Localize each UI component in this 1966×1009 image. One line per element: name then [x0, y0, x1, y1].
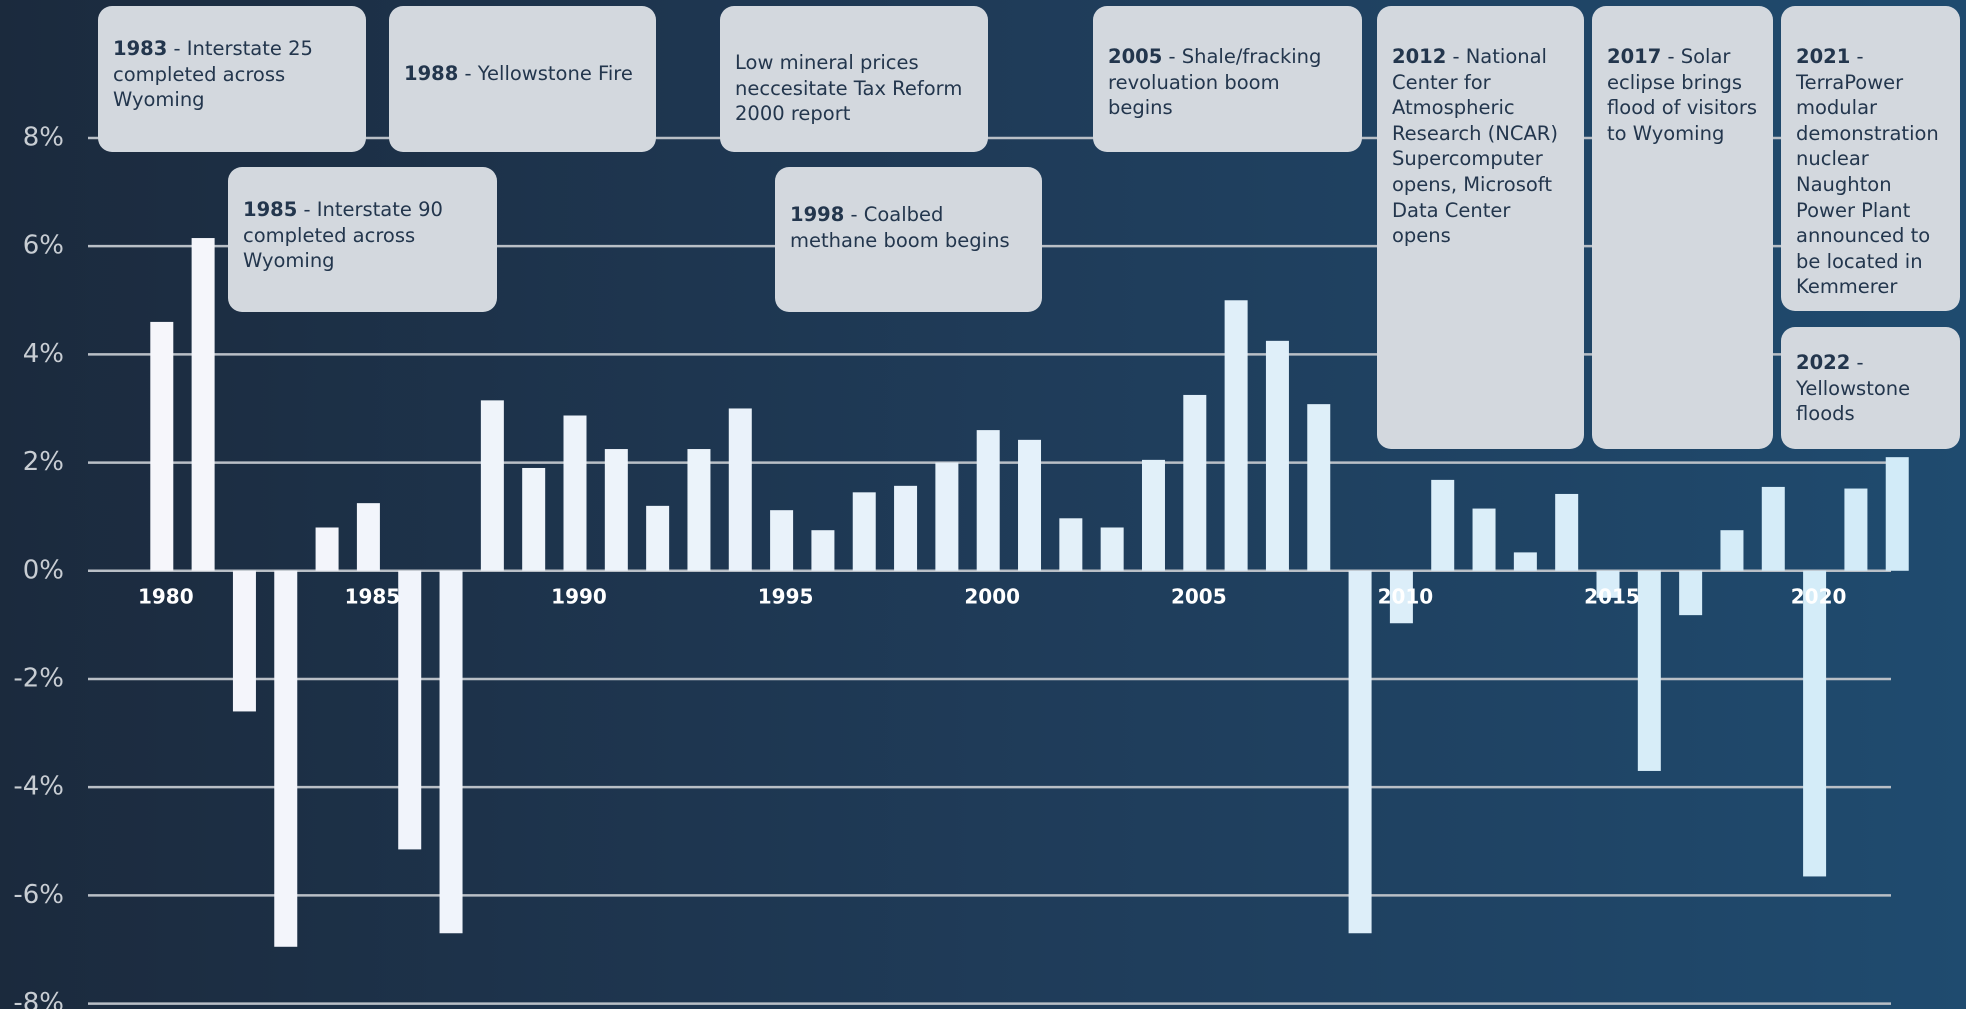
annotation-box: 2005 - Shale/fracking revoluation boom b… — [1093, 6, 1362, 152]
bar — [1141, 459, 1165, 571]
x-tick-label: 1995 — [758, 585, 814, 609]
bar — [150, 321, 174, 571]
bar — [1100, 527, 1124, 571]
y-tick-label: 4% — [23, 339, 64, 369]
bar — [1431, 479, 1455, 571]
annotation-text: - Interstate 25 completed across Wyoming — [113, 37, 313, 112]
annotation-text: Low mineral prices neccesitate Tax Refor… — [735, 51, 963, 126]
bar — [1803, 570, 1827, 877]
y-tick-label: 2% — [23, 447, 64, 477]
annotation-box: 2021 - TerraPower modular demonstration … — [1781, 6, 1960, 311]
x-tick-label: 2005 — [1171, 585, 1227, 609]
bar — [439, 570, 463, 934]
bar — [1513, 552, 1537, 571]
bar — [687, 449, 711, 571]
annotation-year: 2012 — [1392, 45, 1447, 68]
bar — [563, 415, 587, 571]
annotation-year: 2005 — [1108, 45, 1163, 68]
annotation-text: - Yellowstone Fire — [464, 62, 633, 85]
annotation-year: 1998 — [790, 203, 845, 226]
y-tick-label: -8% — [13, 988, 64, 1009]
bar — [1389, 570, 1413, 624]
x-tick-label: 2020 — [1791, 585, 1847, 609]
bar — [935, 462, 959, 571]
annotation-box: 2012 - National Center for Atmospheric R… — [1377, 6, 1584, 449]
annotation-box: 1988 - Yellowstone Fire — [389, 6, 656, 152]
annotation-text: - National Center for Atmospheric Resear… — [1392, 45, 1558, 248]
x-tick-label: 2010 — [1378, 585, 1434, 609]
bar — [1596, 570, 1620, 598]
bar — [728, 408, 752, 571]
bar — [894, 485, 918, 571]
annotation-text: - Yellowstone floods — [1796, 351, 1911, 426]
bar — [1307, 404, 1331, 571]
annotation-text: - Shale/fracking revoluation boom begins — [1108, 45, 1322, 120]
bar — [770, 510, 794, 571]
bar — [811, 530, 835, 571]
bar — [356, 503, 380, 571]
bar — [315, 527, 339, 571]
annotation-year: 1983 — [113, 37, 168, 60]
annotation-box: 1998 - Coalbed methane boom begins — [775, 167, 1042, 312]
x-tick-label: 2015 — [1584, 585, 1640, 609]
bar — [1679, 570, 1703, 616]
bar — [1720, 530, 1744, 571]
y-tick-label: 0% — [23, 555, 64, 585]
bar — [1885, 457, 1909, 571]
bar — [398, 570, 422, 850]
bar — [976, 430, 1000, 571]
bar — [1555, 493, 1579, 571]
x-tick-label: 1980 — [138, 585, 194, 609]
bar — [1059, 518, 1083, 571]
y-tick-label: -4% — [13, 772, 64, 802]
y-tick-label: 8% — [23, 122, 64, 152]
annotation-year: 1988 — [404, 62, 459, 85]
annotation-year: 2017 — [1607, 45, 1662, 68]
bar — [480, 400, 504, 571]
annotation-text: - Interstate 90 completed across Wyoming — [243, 198, 443, 273]
x-tick-label: 2000 — [964, 585, 1020, 609]
y-tick-label: -2% — [13, 663, 64, 693]
bar — [274, 570, 298, 947]
bar — [1761, 486, 1785, 571]
bar — [604, 449, 628, 571]
bar — [1844, 488, 1868, 571]
bar — [232, 570, 256, 712]
annotation-box: 1985 - Interstate 90 completed across Wy… — [228, 167, 497, 312]
bar — [1472, 508, 1496, 571]
annotation-year: 2021 — [1796, 45, 1851, 68]
bar — [1637, 570, 1661, 771]
annotation-box: 2017 - Solar eclipse brings flood of vis… — [1592, 6, 1773, 449]
bar — [522, 467, 546, 571]
x-tick-label: 1985 — [345, 585, 401, 609]
bar — [1224, 300, 1248, 571]
bar — [1183, 394, 1207, 571]
annotation-box: Low mineral prices neccesitate Tax Refor… — [720, 6, 988, 152]
annotation-year: 1985 — [243, 198, 298, 221]
bar — [646, 505, 670, 571]
annotation-text: - Solar eclipse brings flood of visitors… — [1607, 45, 1758, 145]
y-tick-label: 6% — [23, 231, 64, 261]
bar — [1265, 340, 1289, 571]
annotation-text: - Coalbed methane boom begins — [790, 203, 1010, 252]
bar — [1018, 439, 1042, 571]
bar — [191, 238, 215, 571]
bar — [1348, 570, 1372, 934]
x-tick-label: 1990 — [551, 585, 607, 609]
y-tick-label: -6% — [13, 880, 64, 910]
bar — [852, 492, 876, 571]
annotation-year: 2022 — [1796, 351, 1851, 374]
annotation-text: - TerraPower modular demonstration nucle… — [1796, 45, 1939, 299]
annotation-box: 2022 - Yellowstone floods — [1781, 327, 1960, 449]
annotation-box: 1983 - Interstate 25 completed across Wy… — [98, 6, 366, 152]
